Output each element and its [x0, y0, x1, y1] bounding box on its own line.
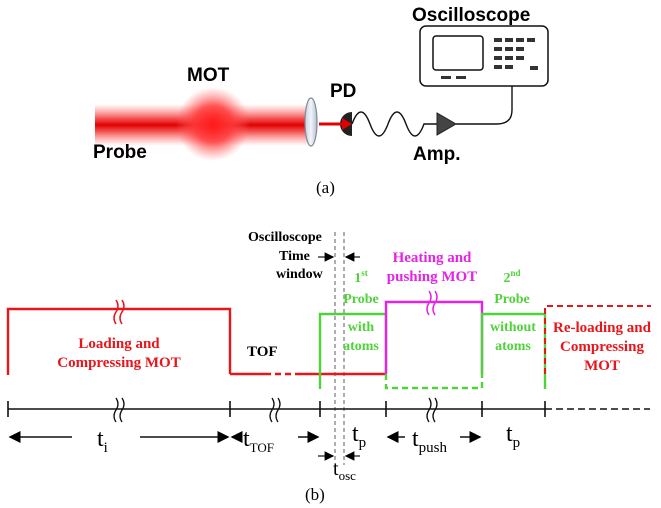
loading-break	[113, 299, 125, 325]
probe1-label-1: 1st	[354, 268, 368, 286]
osc-window-label-3: window	[276, 267, 324, 282]
t-push-label: tpush	[412, 426, 448, 456]
t-osc-label: tosc	[333, 458, 356, 483]
probe2-label-2: Probe	[494, 292, 530, 307]
probe2-label-3: without	[490, 320, 536, 335]
loading-label-1: Loading and	[78, 336, 160, 352]
t-tof-sub: TOF	[250, 440, 274, 455]
axis-break-push	[426, 397, 438, 423]
caption-a: (a)	[316, 178, 335, 197]
loading-label-2: Compressing MOT	[57, 355, 180, 371]
mot-label: MOT	[187, 65, 230, 86]
loading-pulse	[6, 307, 232, 375]
probe2-label-1: 2nd	[503, 268, 520, 286]
amplifier-icon	[436, 112, 457, 136]
probe1-label-3: with	[348, 320, 375, 335]
setup-diagram: Oscilloscope MOT PD Probe Amp. (a)	[93, 5, 549, 197]
probe-label: Probe	[93, 142, 147, 163]
probe1-label-4: atoms	[343, 339, 379, 354]
axis-break-ti	[113, 397, 125, 423]
reload-label-3: MOT	[584, 358, 620, 374]
t-p1-label: tp	[352, 421, 366, 451]
osc-window-label-2: Time	[279, 249, 310, 264]
probe2-num: 2	[503, 271, 510, 286]
probe1-sup: st	[361, 268, 368, 278]
pd-cable	[351, 111, 437, 137]
oscilloscope-label: Oscilloscope	[412, 5, 530, 26]
probe2-sup: nd	[510, 268, 520, 278]
probe-off-dashed	[384, 374, 484, 390]
t-tof-base: t	[243, 426, 250, 452]
reload-pulse	[544, 305, 651, 374]
t-p2-label: tp	[506, 421, 520, 451]
lens-icon	[304, 97, 318, 147]
t-i-sub: i	[104, 440, 108, 456]
probe1-num: 1	[354, 271, 361, 286]
t-i-label: ti	[97, 426, 108, 456]
t-p2-sub: p	[513, 435, 521, 451]
mot-cloud	[176, 87, 250, 161]
t-p2-base: t	[506, 421, 513, 447]
oscilloscope-icon	[419, 25, 549, 87]
tof-label: TOF	[247, 344, 278, 360]
t-push-base: t	[412, 426, 419, 452]
t-tof-label: tTOF	[243, 426, 274, 455]
axis-break-tof	[269, 397, 281, 423]
reload-label-1: Re-loading and	[553, 320, 652, 336]
t-osc-base: t	[333, 458, 339, 480]
t-i-base: t	[97, 426, 104, 452]
amp-label: Amp.	[413, 144, 461, 165]
t-p1-sub: p	[359, 435, 367, 451]
heating-break	[426, 290, 438, 316]
reload-label-2: Compressing	[560, 339, 644, 355]
scope-cable	[456, 86, 513, 125]
t-p1-base: t	[352, 421, 359, 447]
pd-label: PD	[330, 81, 356, 102]
timing-diagram: Oscilloscope Time window Loading and Com…	[6, 230, 652, 504]
heating-label-1: Heating and	[393, 250, 472, 266]
osc-window-label-1: Oscilloscope	[248, 230, 322, 245]
caption-b: (b)	[305, 485, 325, 504]
heating-label-2: pushing MOT	[387, 269, 477, 285]
probe1-label-2: Probe	[343, 292, 379, 307]
t-push-sub: push	[419, 440, 448, 456]
t-osc-sub: osc	[339, 468, 357, 483]
probe2-label-4: atoms	[495, 339, 531, 354]
